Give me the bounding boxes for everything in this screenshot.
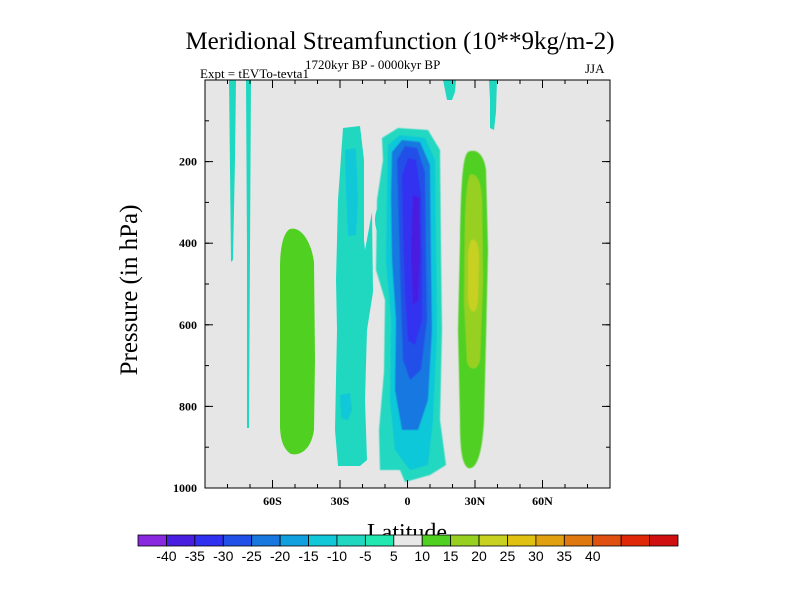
colorbar-box	[535, 534, 565, 547]
axis-ticks: 60S 30S 0 30N 60N 200 400 600 800 1000	[173, 80, 611, 508]
teal-strip-right-top-1	[443, 80, 456, 100]
colorbar-label: 40	[585, 548, 601, 564]
y-tick-label: 1000	[173, 481, 197, 495]
colorbar-box	[336, 534, 366, 547]
colorbar-box	[166, 534, 196, 547]
y-tick-label: 800	[179, 399, 197, 413]
experiment-label: Expt = tEVTo-tevta1	[200, 66, 309, 81]
colorbar-box	[137, 534, 167, 547]
colorbar-label: 10	[414, 548, 430, 564]
colorbar-box	[507, 534, 537, 547]
colorbar-label: -5	[359, 548, 372, 564]
colorbar-label: 25	[500, 548, 516, 564]
colorbar-box	[364, 534, 395, 547]
teal-band-30s-inner-low	[340, 393, 352, 420]
x-tick-label: 60S	[263, 494, 282, 508]
colorbar-box	[563, 534, 594, 547]
teal-band-30s	[335, 126, 373, 466]
y-tick-label: 600	[179, 318, 197, 332]
green-band-south	[280, 228, 315, 455]
colorbar-box	[421, 534, 452, 547]
teal-strip-right-top-2	[489, 80, 497, 130]
green-band-north	[458, 150, 488, 469]
season-label: JJA	[585, 61, 605, 76]
x-tick-label: 30N	[465, 494, 486, 508]
colorbar-box	[649, 534, 679, 547]
y-tick-label: 200	[179, 155, 197, 169]
colorbar-label: -20	[270, 548, 290, 564]
colorbar-label: -35	[185, 548, 205, 564]
negative-core	[376, 128, 446, 482]
chart-title: Meridional Streamfunction (10**9kg/m-2)	[185, 28, 615, 55]
colorbar-box	[194, 534, 224, 547]
colorbar-box	[592, 534, 622, 547]
colorbar-box	[308, 534, 338, 547]
colorbar-label: 15	[443, 548, 459, 564]
y-tick-label: 400	[179, 236, 197, 250]
colorbar-label: -25	[242, 548, 262, 564]
colorbar-label: -15	[298, 548, 318, 564]
colorbar: -40 -35 -30 -25 -20 -15 -10 -5 5 10 15 20 25 30 35 40	[137, 534, 679, 564]
period-label: 1720kyr BP - 0000kyr BP	[305, 57, 441, 72]
x-tick-label: 0	[405, 494, 411, 508]
x-tick-label: 60N	[532, 494, 553, 508]
colorbar-box	[450, 534, 480, 547]
colorbar-box	[222, 534, 253, 547]
colorbar-label: -30	[213, 548, 233, 564]
colorbar-label: 5	[390, 548, 398, 564]
colorbar-box	[393, 534, 423, 547]
teal-band-30s-inner	[345, 148, 358, 236]
colorbar-box	[279, 534, 309, 547]
colorbar-label: -10	[327, 548, 347, 564]
colorbar-box	[251, 534, 281, 547]
colorbar-label: 20	[471, 548, 487, 564]
colorbar-label: 30	[528, 548, 544, 564]
colorbar-box	[478, 534, 508, 547]
colorbar-label: 35	[557, 548, 573, 564]
x-tick-label: 30S	[331, 494, 350, 508]
contour-fill-layer	[229, 80, 497, 482]
colorbar-label: -40	[156, 548, 176, 564]
colorbar-box	[620, 534, 650, 547]
thin-teal-strip	[246, 80, 251, 428]
teal-strip-left	[229, 80, 236, 262]
